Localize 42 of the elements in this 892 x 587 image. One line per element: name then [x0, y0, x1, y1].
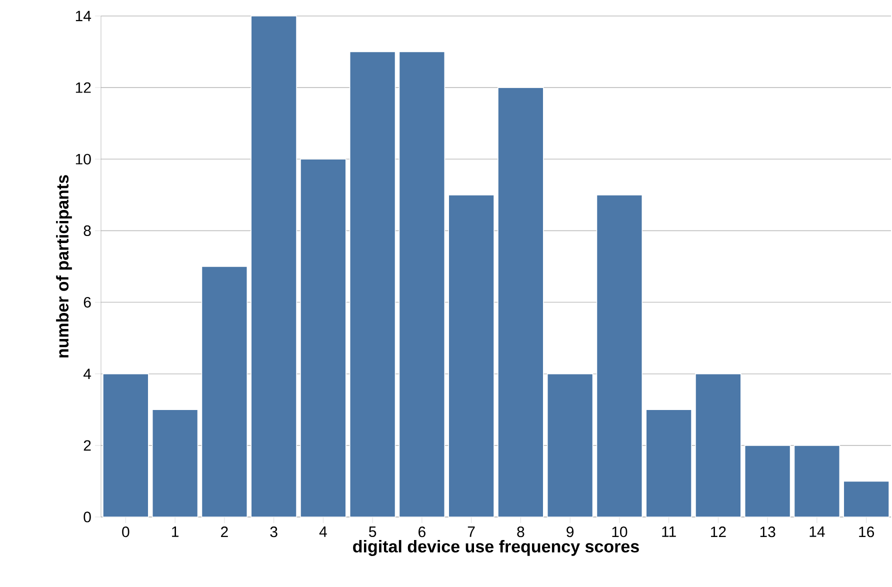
y-tick-label: 8 [84, 225, 91, 236]
bar [201, 266, 248, 518]
bar [744, 445, 791, 518]
bar [349, 51, 396, 518]
x-tick-label: 11 [662, 526, 676, 537]
x-tick-label: 12 [710, 526, 726, 538]
x-tick-label: 6 [418, 526, 426, 538]
y-tick-label: 14 [76, 10, 92, 22]
x-tick-label: 14 [810, 526, 825, 537]
y-tick-label: 2 [84, 440, 91, 451]
bar [546, 373, 594, 518]
bar [250, 16, 297, 518]
y-axis-title: number of participants [56, 175, 72, 358]
x-tick-label: 10 [612, 526, 628, 538]
bar [300, 158, 346, 518]
bar [102, 373, 149, 518]
x-tick-label: 9 [566, 526, 574, 538]
y-tick-label: 12 [76, 82, 91, 93]
y-tick-label: 0 [84, 512, 91, 522]
x-tick-label: 13 [760, 526, 776, 538]
x-tick-label: 2 [221, 526, 228, 538]
bar [152, 409, 198, 518]
x-tick-label: 4 [319, 526, 327, 537]
bar [646, 409, 692, 518]
bar [695, 373, 742, 518]
bar [794, 445, 840, 518]
y-tick-label: 4 [83, 368, 92, 380]
y-tick-label: 10 [76, 154, 91, 164]
x-tick-label: 7 [468, 526, 475, 537]
bar [498, 87, 544, 518]
y-tick-label: 6 [84, 296, 91, 308]
bar [398, 51, 446, 518]
x-axis-title: digital device use frequency scores [353, 540, 639, 556]
x-tick-label: 8 [517, 526, 524, 538]
x-tick-label: 3 [270, 526, 278, 538]
x-tick-label: 1 [172, 526, 178, 537]
bar [843, 480, 890, 518]
x-tick-label: 0 [122, 526, 130, 538]
x-tick-label: 16 [859, 526, 874, 538]
bar [448, 194, 494, 518]
bar [596, 194, 643, 518]
x-tick-label: 5 [368, 526, 376, 537]
